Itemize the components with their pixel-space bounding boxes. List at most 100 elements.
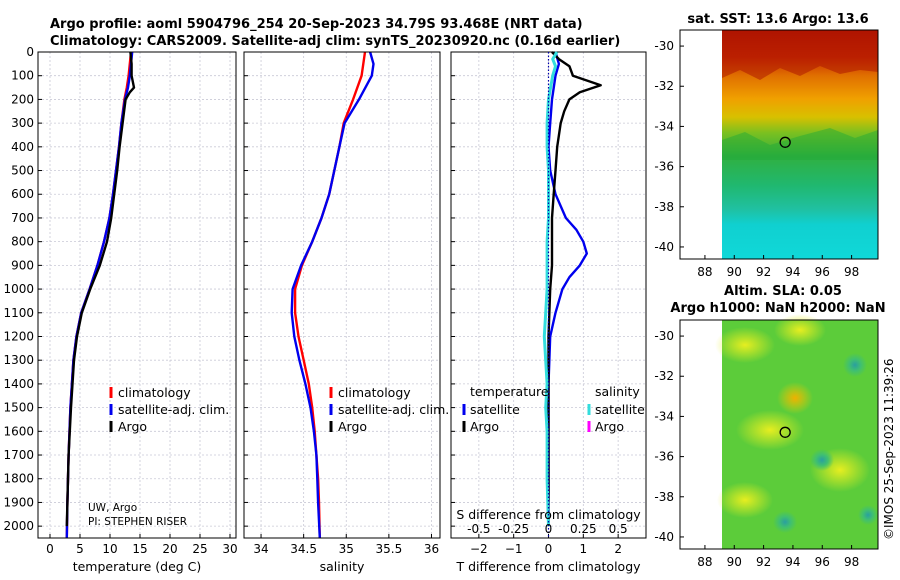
- sla-blob: [858, 505, 878, 525]
- xtick-label: 1: [580, 542, 588, 556]
- map-ytick-label: -40: [654, 530, 674, 544]
- series-satellite-adj-clim: [290, 51, 375, 539]
- ytick-label: 400: [11, 140, 34, 154]
- ytick-label: 800: [11, 235, 34, 249]
- figure-title-line2: Climatology: CARS2009. Satellite-adj cli…: [50, 34, 620, 49]
- sst-map: -30 -32 -34 -36 -38 -40 88 90 92 94 96 98: [654, 29, 879, 279]
- ytick-label: 300: [11, 116, 34, 130]
- ytick-label: 600: [11, 187, 34, 201]
- map-ytick-label: -30: [654, 329, 674, 343]
- x2tick-label: -0.25: [498, 522, 529, 536]
- xtick-label: 35.5: [376, 542, 403, 556]
- argo-float-marker: [779, 136, 791, 148]
- ytick-label: 1400: [3, 377, 34, 391]
- sst-map-title: sat. SST: 13.6 Argo: 13.6: [687, 12, 868, 27]
- map-xtick-label: 90: [727, 555, 742, 569]
- series-s-satellite: [542, 51, 559, 527]
- legend-label-s-argo: Argo: [595, 419, 624, 434]
- x2tick-label: 0.5: [609, 522, 628, 536]
- sst-map-frame: [679, 29, 879, 260]
- map-ytick-label: -32: [654, 79, 674, 93]
- legend-label-argo: Argo: [118, 419, 147, 434]
- map-ytick-label: -40: [654, 240, 674, 254]
- xtick-label: −1: [505, 542, 523, 556]
- ytick-label: 2000: [3, 519, 34, 533]
- sla-map-subtitle: Argo h1000: NaN h2000: NaN: [670, 301, 885, 316]
- map-xtick-label: 96: [815, 555, 830, 569]
- ytick-label: 700: [11, 211, 34, 225]
- sla-blob: [736, 410, 804, 450]
- sst-front: [722, 128, 878, 160]
- ytick-label: 900: [11, 258, 34, 272]
- ytick-label: 1300: [3, 353, 34, 367]
- sla-blob: [715, 327, 775, 363]
- legend-label-satellite-adj: satellite-adj. clim.: [118, 402, 229, 417]
- credit-institution: UW, Argo: [88, 502, 137, 514]
- x2tick-label: 0: [545, 522, 553, 536]
- map-ytick-label: -38: [654, 490, 674, 504]
- sla-map: -30 -32 -34 -36 -38 -40 88 90 92 94 96 98: [654, 314, 879, 569]
- map-xtick-label: 88: [697, 265, 712, 279]
- x-axis-label: temperature (deg C): [73, 559, 202, 574]
- legend-header-salinity: salinity: [595, 384, 640, 399]
- xtick-label: 34: [253, 542, 268, 556]
- sla-blob: [717, 482, 773, 518]
- ytick-label: 0: [26, 45, 34, 59]
- xtick-label: 10: [102, 542, 117, 556]
- map-xtick-label: 96: [815, 265, 830, 279]
- difference-panel: −2 −1 0 1 2 T difference from climatology S di…: [450, 51, 647, 574]
- legend-label-climatology: climatology: [338, 385, 411, 400]
- legend-label-t-argo: Argo: [470, 419, 499, 434]
- map-ytick-label: -36: [654, 160, 674, 174]
- x-axis-label: salinity: [320, 559, 365, 574]
- map-ytick-label: -38: [654, 200, 674, 214]
- ytick-label: 1100: [3, 306, 34, 320]
- sst-warm-band: [722, 30, 878, 80]
- x2tick-label: -0.5: [467, 522, 490, 536]
- x-axis-label: T difference from climatology: [455, 559, 641, 574]
- ytick-label: 1800: [3, 472, 34, 486]
- map-xtick-label: 92: [756, 265, 771, 279]
- map-ytick-label: -36: [654, 450, 674, 464]
- xtick-label: 34.5: [290, 542, 317, 556]
- sla-blob: [810, 449, 834, 471]
- ytick-label: 200: [11, 92, 34, 106]
- plot-frame: [37, 51, 237, 539]
- legend-label-satellite-adj: satellite-adj. clim.: [338, 402, 449, 417]
- figure-title-line1: Argo profile: aoml 5904796_254 20-Sep-20…: [50, 17, 583, 32]
- map-xtick-label: 94: [785, 555, 800, 569]
- xtick-label: 2: [614, 542, 622, 556]
- map-ytick-label: -32: [654, 369, 674, 383]
- xtick-label: 0: [545, 542, 553, 556]
- series-climatology: [293, 51, 367, 539]
- xtick-label: 15: [132, 542, 147, 556]
- salinity-panel: 34 34.5 35 35.5 36 salinity: [243, 51, 441, 574]
- xtick-label: 20: [162, 542, 177, 556]
- map-xtick-label: 98: [844, 555, 859, 569]
- sla-map-frame: [679, 319, 879, 550]
- legend-label-argo: Argo: [338, 419, 367, 434]
- sla-blob: [777, 382, 813, 414]
- timestamp: ©IMOS 25-Sep-2023 11:39:26: [882, 358, 896, 540]
- ytick-label: 1600: [3, 424, 34, 438]
- ytick-label: 1000: [3, 282, 34, 296]
- map-xtick-label: 92: [756, 555, 771, 569]
- credit-pi: PI: STEPHEN RISER: [88, 516, 187, 528]
- xtick-label: 25: [192, 542, 207, 556]
- temperature-panel: 0100200300400500600700800900100011001200…: [3, 45, 237, 574]
- argo-float-marker: [779, 426, 791, 438]
- ytick-label: 100: [11, 69, 34, 83]
- map-xtick-label: 98: [844, 265, 859, 279]
- map-ytick-label: -34: [654, 119, 674, 133]
- ytick-label: 1500: [3, 401, 34, 415]
- temperature-legend: climatology satellite-adj. clim. Argo: [109, 385, 229, 434]
- xtick-label: 36: [424, 542, 439, 556]
- map-ytick-label: -30: [654, 39, 674, 53]
- legend-label-t-satellite: satellite: [470, 402, 520, 417]
- map-xtick-label: 90: [727, 265, 742, 279]
- legend-header-temperature: temperature: [470, 384, 549, 399]
- xtick-label: 0: [46, 542, 54, 556]
- difference-legend: temperature salinity satellite Argo sate…: [462, 384, 645, 434]
- x2tick-label: 0.25: [570, 522, 597, 536]
